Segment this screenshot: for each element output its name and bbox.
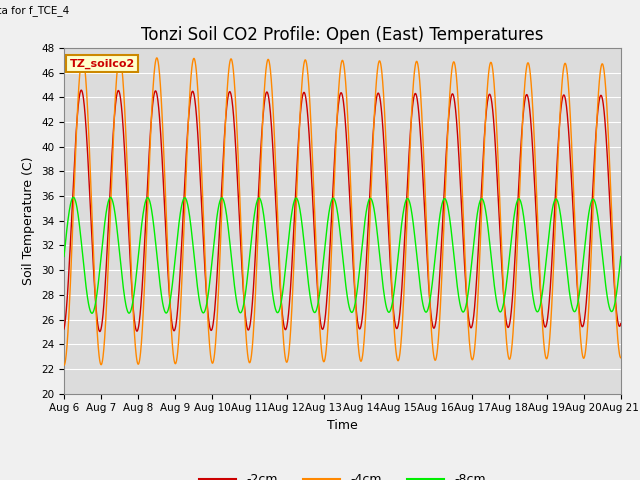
Text: No data for f_TCE_4: No data for f_TCE_4 (0, 5, 69, 16)
Y-axis label: Soil Temperature (C): Soil Temperature (C) (22, 156, 35, 285)
X-axis label: Time: Time (327, 419, 358, 432)
Text: TZ_soilco2: TZ_soilco2 (70, 59, 135, 69)
Title: Tonzi Soil CO2 Profile: Open (East) Temperatures: Tonzi Soil CO2 Profile: Open (East) Temp… (141, 25, 543, 44)
Legend: -2cm, -4cm, -8cm: -2cm, -4cm, -8cm (194, 468, 491, 480)
